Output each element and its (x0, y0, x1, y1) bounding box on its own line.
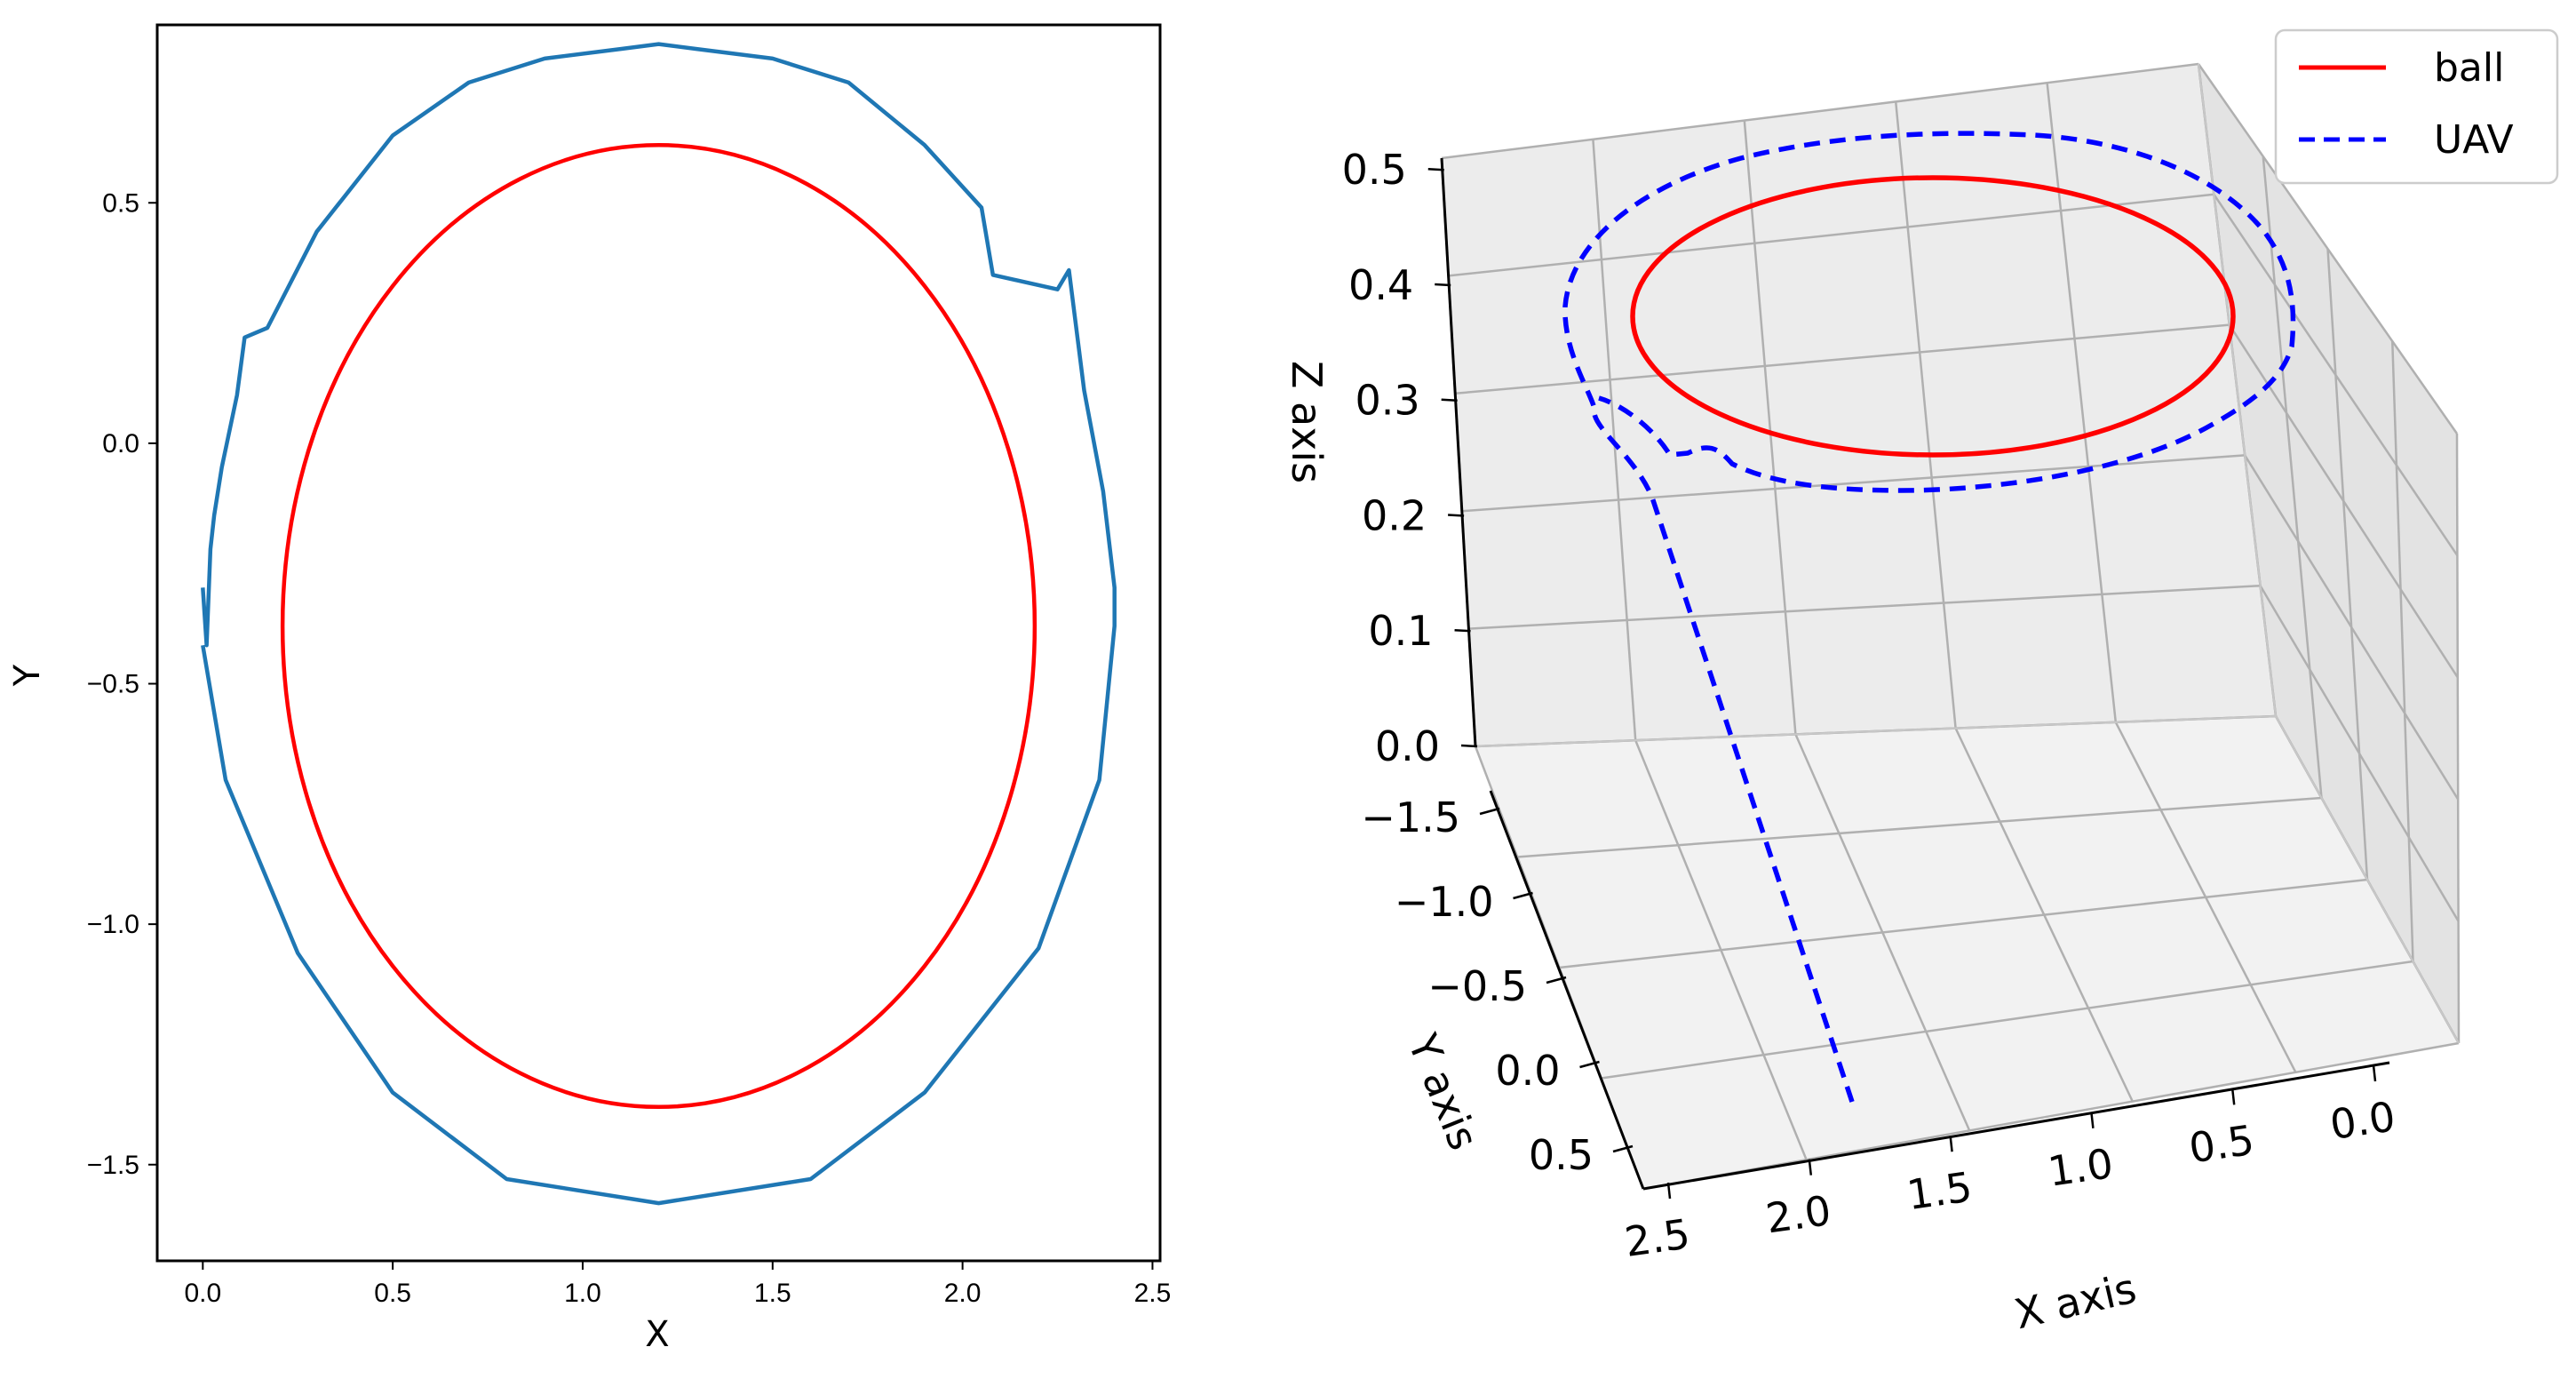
z-tick-label: 0.0 (1375, 722, 1440, 770)
x-tick-label-3d: 1.5 (1904, 1163, 1975, 1220)
series-uav (1562, 131, 2296, 1103)
y-tick-mark-3d (1513, 891, 1533, 900)
plot-2d: 0.0 0.5 1.0 1.5 2.0 2.5 0.50.0−0.5−1.0−1.5 X … (7, 23, 1171, 1355)
y-tick-label: −1.5 (87, 1151, 139, 1180)
x-tick-label-3d: 2.0 (1763, 1186, 1834, 1243)
z-tick-mark (1435, 283, 1451, 287)
series-red-ellipse (280, 143, 1038, 1110)
z-tick-mark (1460, 744, 1478, 748)
y-axis-label-3d: Y axis (1398, 1026, 1488, 1156)
x-tick-label-3d: 1.0 (2045, 1139, 2116, 1196)
x-tick-label-3d: 2.5 (1622, 1209, 1693, 1266)
y-tick-label: −1.0 (87, 910, 139, 939)
x-tick-mark-3d (2372, 1064, 2377, 1082)
y-tick-label-3d: 0.5 (1529, 1131, 1594, 1179)
z-tick-mark (1454, 628, 1471, 633)
x-tick-label: 0.0 (184, 1279, 221, 1308)
y-ticks-3d: −1.5 −1.0 −0.5 0.0 0.5 (1361, 793, 1634, 1179)
x-ticks-2d: 0.0 0.5 1.0 1.5 2.0 2.5 (184, 1261, 1171, 1308)
x-tick-mark-3d (2230, 1088, 2236, 1105)
x-tick-mark-3d (2090, 1112, 2095, 1128)
y-tick-mark-3d (1479, 807, 1500, 816)
plot-2d-frame (155, 23, 1162, 1263)
series-blue-trajectory (201, 42, 1117, 1206)
side-pane (2198, 64, 2459, 1043)
axis-lines-3d (1440, 157, 2390, 1191)
x-tick-label: 1.5 (754, 1279, 791, 1308)
z-tick-label: 0.2 (1362, 491, 1427, 539)
y-tick-label: 0.0 (102, 429, 139, 458)
pane-edges (1475, 63, 2460, 1044)
series-ball (1630, 175, 2236, 458)
legend-label-uav: UAV (2434, 117, 2514, 163)
x-tick-label-3d: 0.0 (2327, 1092, 2398, 1149)
y-tick-mark-3d (1579, 1060, 1600, 1069)
z-tick-label: 0.1 (1368, 607, 1433, 655)
legend-label-ball: ball (2434, 45, 2504, 91)
z-tick-mark (1427, 167, 1444, 171)
x-tick-label-3d: 0.5 (2186, 1116, 2257, 1173)
x-tick-label: 2.5 (1134, 1279, 1172, 1308)
z-tick-label: 0.5 (1342, 146, 1407, 194)
z-axis-label-3d: Z axis (1283, 361, 1331, 483)
y-axis-label-2d: Y (7, 664, 48, 687)
x-tick-label: 1.0 (564, 1279, 601, 1308)
x-tick-label: 2.0 (944, 1279, 982, 1308)
legend: ball UAV (2274, 28, 2559, 185)
y-tick-label: −0.5 (87, 670, 139, 699)
floor-pane (1475, 716, 2459, 1189)
y-tick-label-3d: −0.5 (1427, 962, 1527, 1010)
x-tick-mark-3d (1949, 1136, 1953, 1152)
series-2d (201, 42, 1117, 1206)
y-tick-label-3d: −1.0 (1395, 878, 1494, 926)
y-tick-label: 0.5 (102, 188, 139, 218)
x-tick-label: 0.5 (374, 1279, 411, 1308)
x-axis-label-2d: X (645, 1314, 669, 1355)
y-ticks-2d: 0.5 0.0 −0.5 −1.0 −1.5 (87, 188, 157, 1180)
x-tick-mark-3d (1808, 1159, 1813, 1176)
legend-box (2274, 28, 2559, 185)
x-tick-mark-3d (1666, 1182, 1672, 1200)
plot-3d: 0.5 0.4 0.3 0.2 0.1 0.0 −1.5 −1.0 −0.5 0.0 0.5 2.… (1283, 28, 2559, 1339)
z-tick-mark (1448, 514, 1465, 517)
z-tick-label: 0.3 (1355, 377, 1419, 425)
y-tick-mark-3d (1546, 976, 1567, 984)
back-pane (1442, 64, 2276, 746)
z-tick-label: 0.4 (1348, 261, 1413, 309)
x-ticks-3d: 2.5 2.0 1.5 1.0 0.5 0.0 (1622, 1064, 2398, 1266)
series-3d (1562, 131, 2296, 1103)
z-tick-mark (1441, 398, 1458, 402)
x-axis-label-3d: X axis (2010, 1264, 2141, 1339)
y-tick-label-3d: 0.0 (1495, 1047, 1560, 1095)
y-tick-mark-3d (1612, 1144, 1634, 1153)
z-ticks-3d: 0.5 0.4 0.3 0.2 0.1 0.0 (1342, 146, 1478, 770)
y-tick-label-3d: −1.5 (1361, 793, 1460, 841)
